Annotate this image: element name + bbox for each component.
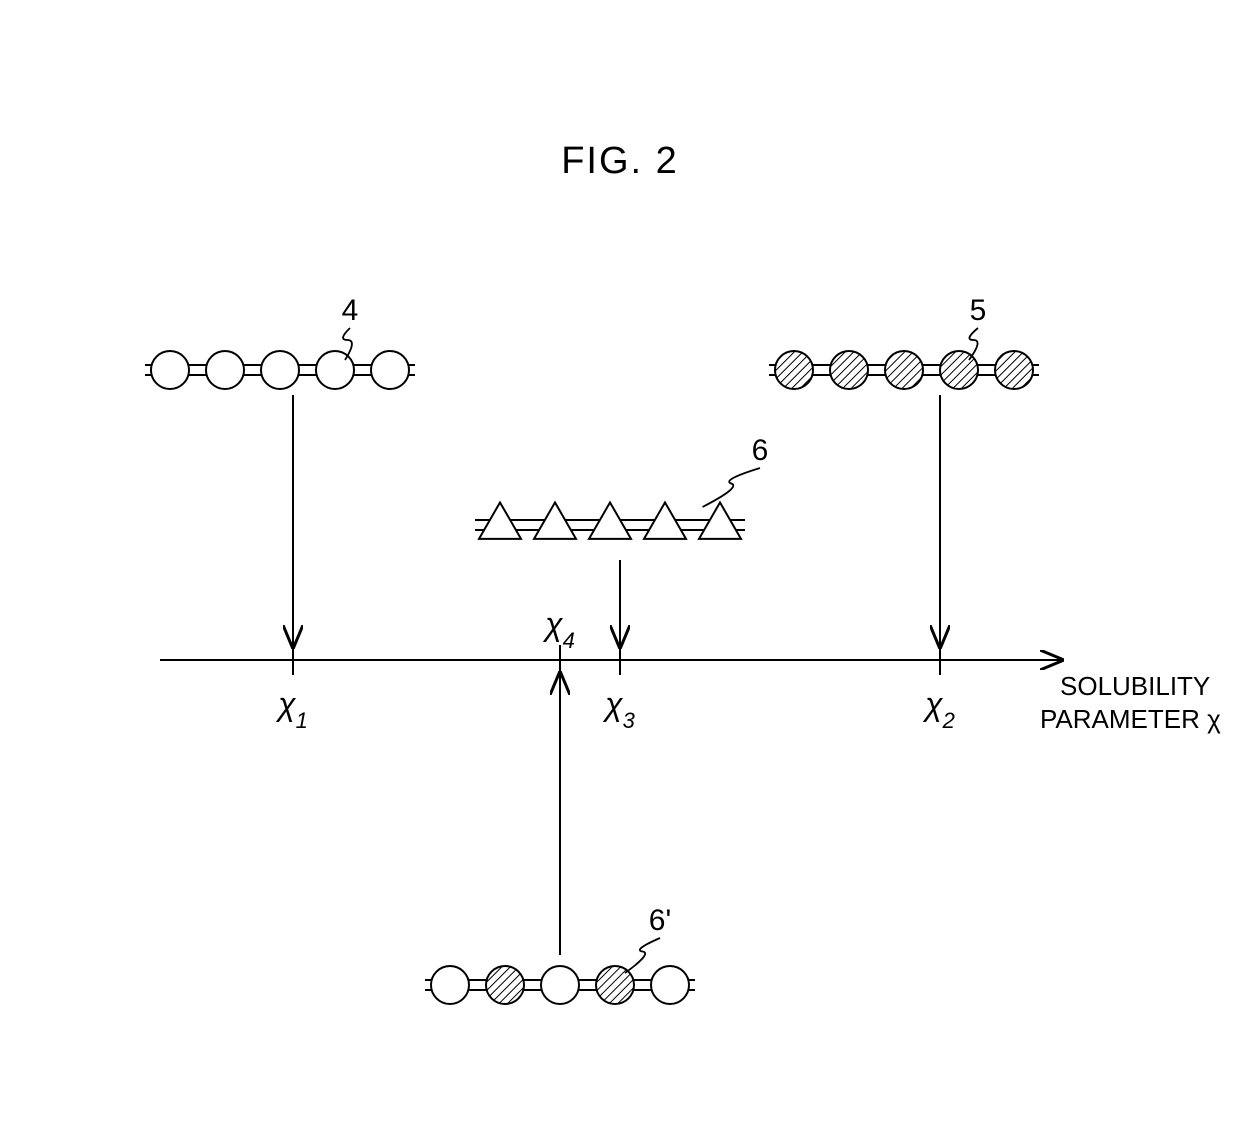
callout-label: 6' bbox=[649, 904, 671, 937]
callout-leader bbox=[625, 938, 660, 973]
callout-label: 5 bbox=[970, 294, 987, 327]
chain-circle bbox=[316, 351, 354, 389]
callout-label: 6 bbox=[752, 434, 769, 467]
axis-label-line2: PARAMETER χ bbox=[1040, 704, 1221, 734]
chain-circle bbox=[651, 966, 689, 1004]
callout-label: 4 bbox=[342, 294, 359, 327]
chain-circle bbox=[596, 966, 634, 1004]
tick-label: χ2 bbox=[922, 686, 955, 733]
figure-container: FIG. 2 SOLUBILITYPARAMETER χχ1χ3χ2χ44566… bbox=[0, 0, 1240, 1142]
chain-circle bbox=[885, 351, 923, 389]
chain-circle bbox=[206, 351, 244, 389]
diagram-svg: SOLUBILITYPARAMETER χ χ1 χ3 χ2 χ4 4 5 6 6' bbox=[0, 0, 1240, 1142]
chain-circle bbox=[431, 966, 469, 1004]
chain-circle bbox=[541, 966, 579, 1004]
chain-circle bbox=[775, 351, 813, 389]
chain-circle bbox=[261, 351, 299, 389]
axis-label-line1: SOLUBILITY bbox=[1060, 671, 1210, 701]
callout-leader bbox=[703, 468, 761, 507]
tick-label-x4: χ4 bbox=[542, 606, 575, 653]
tick-label: χ3 bbox=[602, 686, 635, 733]
chain-circle bbox=[995, 351, 1033, 389]
tick-label: χ1 bbox=[275, 686, 308, 733]
chain-circle bbox=[151, 351, 189, 389]
chain-circle bbox=[486, 966, 524, 1004]
chain-circle bbox=[371, 351, 409, 389]
chain-circle bbox=[830, 351, 868, 389]
